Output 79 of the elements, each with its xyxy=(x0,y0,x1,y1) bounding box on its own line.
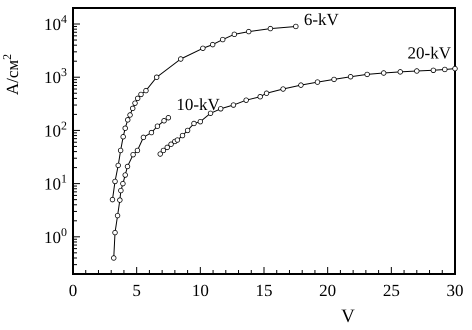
point xyxy=(120,180,126,186)
point xyxy=(398,69,403,75)
x-tick-label: 25 xyxy=(382,281,400,300)
point xyxy=(232,32,238,38)
x-tick-label: 30 xyxy=(446,281,464,300)
point xyxy=(120,134,126,140)
point xyxy=(280,86,286,92)
point xyxy=(124,164,130,170)
point xyxy=(118,148,124,154)
point xyxy=(117,197,123,203)
point xyxy=(210,42,216,48)
point xyxy=(154,74,160,80)
point xyxy=(191,120,197,126)
point xyxy=(134,96,140,102)
y-tick-label: 10$^{3}$ xyxy=(44,65,68,88)
point xyxy=(154,124,160,129)
point xyxy=(268,26,274,32)
point xyxy=(380,70,386,76)
point xyxy=(452,66,458,72)
point xyxy=(111,255,116,261)
point xyxy=(112,178,118,184)
point xyxy=(118,188,124,194)
point xyxy=(257,94,263,100)
point xyxy=(331,76,337,82)
point xyxy=(364,72,370,78)
point xyxy=(130,152,136,158)
point xyxy=(122,126,128,131)
point xyxy=(134,148,140,154)
point xyxy=(293,24,299,30)
point xyxy=(348,74,354,80)
point xyxy=(161,118,167,124)
point xyxy=(298,82,304,88)
series-label: 6-kV xyxy=(304,10,340,29)
x-tick-label: 5 xyxy=(132,281,141,300)
series-label: 10-kV xyxy=(176,94,221,114)
point xyxy=(114,212,120,218)
point xyxy=(198,118,204,124)
point xyxy=(174,137,180,143)
y-tick-label: 10$^{1}$ xyxy=(44,172,68,194)
point xyxy=(112,230,118,236)
y-tick-label: 10$^{2}$ xyxy=(44,118,68,140)
point xyxy=(208,110,214,116)
point xyxy=(246,28,252,34)
point xyxy=(158,151,163,157)
point xyxy=(200,46,206,51)
point xyxy=(243,97,249,103)
point xyxy=(178,56,184,62)
point xyxy=(414,68,420,74)
point xyxy=(314,79,320,85)
y-tick-label: 10$^{4}$ xyxy=(44,12,68,34)
x-tick-label: 0 xyxy=(68,281,78,300)
x-axis-title: V xyxy=(341,306,356,327)
point xyxy=(168,142,174,147)
point xyxy=(110,196,116,202)
point xyxy=(138,92,144,98)
series-label: 20-kV xyxy=(408,44,452,63)
x-tick-label: 20 xyxy=(319,281,336,300)
point xyxy=(160,148,166,154)
point xyxy=(132,100,138,106)
x-tick-label: 10 xyxy=(192,281,209,300)
point xyxy=(148,130,154,136)
point xyxy=(442,66,448,72)
point xyxy=(220,36,226,42)
point xyxy=(125,117,130,123)
point xyxy=(184,128,190,134)
point xyxy=(143,88,149,94)
point xyxy=(140,134,146,140)
point xyxy=(122,172,128,178)
x-tick-label: 15 xyxy=(256,281,272,300)
point xyxy=(127,112,133,118)
point xyxy=(430,68,436,73)
point xyxy=(264,90,270,96)
point xyxy=(166,115,172,120)
point xyxy=(164,144,170,150)
y-tick-label: 10$^{0}$ xyxy=(44,224,68,247)
point xyxy=(180,132,186,138)
point xyxy=(130,106,136,112)
point xyxy=(116,162,121,168)
point xyxy=(230,102,236,108)
